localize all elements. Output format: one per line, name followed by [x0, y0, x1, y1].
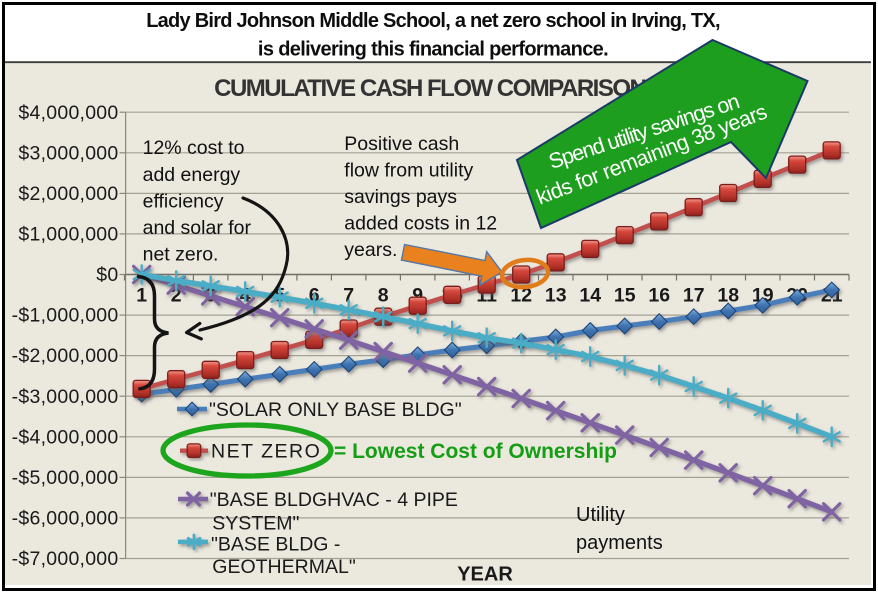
svg-text:-$4,000,000: -$4,000,000	[12, 426, 119, 448]
svg-text:flow from utility: flow from utility	[344, 159, 473, 181]
svg-text:$2,000,000: $2,000,000	[18, 183, 118, 205]
svg-text:19: 19	[752, 285, 774, 307]
svg-text:SYSTEM": SYSTEM"	[212, 512, 299, 534]
svg-text:-$2,000,000: -$2,000,000	[12, 345, 119, 367]
svg-text:16: 16	[648, 285, 670, 307]
svg-text:-$5,000,000: -$5,000,000	[12, 467, 119, 489]
svg-text:"SOLAR ONLY BASE BLDG": "SOLAR ONLY BASE BLDG"	[209, 399, 462, 421]
svg-text:-$1,000,000: -$1,000,000	[12, 305, 119, 327]
svg-text:years.: years.	[344, 239, 397, 261]
svg-text:NET ZERO: NET ZERO	[211, 441, 321, 463]
svg-text:18: 18	[717, 285, 739, 307]
svg-text:14: 14	[579, 285, 601, 307]
svg-text:12: 12	[510, 285, 532, 307]
svg-text:add energy: add energy	[143, 164, 241, 186]
svg-text:12% cost to: 12% cost to	[143, 137, 245, 159]
svg-text:added costs in 12: added costs in 12	[344, 212, 497, 234]
svg-text:2: 2	[171, 285, 182, 307]
svg-text:"BASE BLDG -: "BASE BLDG -	[211, 534, 340, 556]
svg-text:8: 8	[378, 285, 389, 307]
svg-text:17: 17	[683, 285, 705, 307]
svg-text:13: 13	[545, 285, 567, 307]
svg-text:CUMULATIVE CASH FLOW COMPARISO: CUMULATIVE CASH FLOW COMPARISONS	[214, 75, 661, 102]
svg-text:efficiency: efficiency	[143, 190, 224, 212]
svg-text:is delivering this financial p: is delivering this financial performance…	[258, 38, 608, 60]
svg-text:-$6,000,000: -$6,000,000	[12, 508, 119, 530]
svg-text:and solar for: and solar for	[143, 217, 252, 239]
svg-text:$4,000,000: $4,000,000	[18, 102, 118, 124]
svg-text:net zero.: net zero.	[143, 244, 219, 266]
svg-text:-$7,000,000: -$7,000,000	[12, 548, 119, 570]
svg-text:7: 7	[343, 285, 354, 307]
svg-text:$0: $0	[96, 264, 118, 286]
svg-text:$1,000,000: $1,000,000	[18, 224, 118, 246]
svg-text:9: 9	[412, 285, 423, 307]
svg-text:= Lowest Cost of Ownership: = Lowest Cost of Ownership	[334, 440, 617, 463]
svg-text:1: 1	[136, 285, 147, 307]
svg-text:Positive cash: Positive cash	[344, 133, 459, 155]
svg-text:-$3,000,000: -$3,000,000	[12, 386, 119, 408]
svg-text:YEAR: YEAR	[457, 564, 513, 586]
svg-text:15: 15	[614, 285, 636, 307]
svg-text:$3,000,000: $3,000,000	[18, 142, 118, 164]
svg-text:Lady Bird Johnson Middle Schoo: Lady Bird Johnson Middle School, a net z…	[146, 10, 720, 32]
svg-text:payments: payments	[576, 532, 663, 554]
svg-text:savings pays: savings pays	[344, 186, 457, 208]
svg-text:"BASE BLDGHVAC - 4 PIPE: "BASE BLDGHVAC - 4 PIPE	[210, 489, 458, 511]
svg-text:Utility: Utility	[576, 504, 625, 526]
svg-text:GEOTHERMAL": GEOTHERMAL"	[212, 556, 356, 578]
